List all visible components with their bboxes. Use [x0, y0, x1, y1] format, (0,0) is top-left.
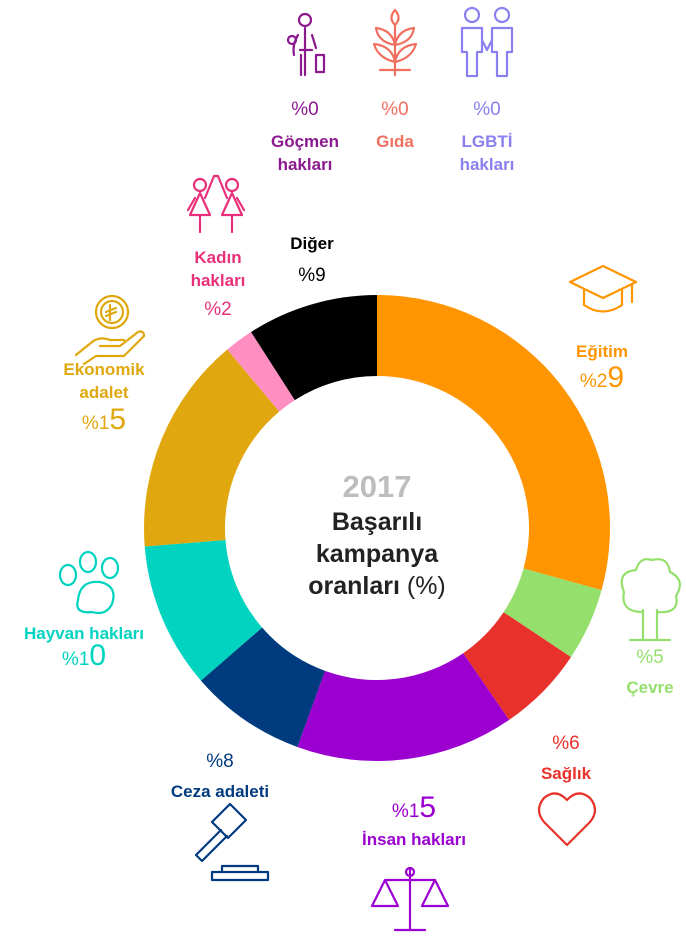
value-label: %15 — [81, 403, 127, 436]
category-label: Sağlık — [540, 764, 592, 783]
category-label: Göçmen hakları — [270, 132, 340, 174]
value-label: %15 — [391, 791, 437, 824]
slice — [503, 568, 602, 658]
icon-paw — [58, 550, 120, 615]
value-label: %5 — [636, 647, 664, 668]
category-label: Gıda — [376, 132, 414, 151]
title-text: Başarılı kampanya oranları — [308, 508, 439, 600]
value-label: %2 — [204, 299, 232, 320]
icon-education — [568, 264, 638, 313]
slice — [200, 627, 326, 747]
slice — [144, 540, 263, 681]
icon-tree — [620, 558, 681, 642]
category-label: Diğer — [290, 234, 334, 253]
value-label: %6 — [552, 733, 580, 754]
slice — [227, 331, 295, 412]
slice — [251, 295, 377, 401]
center-label: 2017 Başarılı kampanya oranları (%) — [287, 468, 467, 602]
category-label: Ceza adaleti — [170, 782, 270, 801]
value-label: %9 — [298, 265, 326, 286]
category-label: Hayvan hakları — [23, 624, 144, 643]
value-label: %0 — [473, 99, 501, 120]
icon-coin-hand — [74, 294, 146, 366]
icon-scales — [370, 866, 450, 932]
category-label: LGBTİ hakları — [459, 132, 515, 174]
category-label: Eğitim — [576, 342, 628, 361]
slice — [297, 653, 510, 761]
category-label: Kadın hakları — [190, 248, 246, 290]
icon-gavel — [194, 802, 270, 882]
value-label: %0 — [291, 99, 319, 120]
value-label: %8 — [206, 751, 234, 772]
icon-couple — [460, 6, 514, 78]
year: 2017 — [342, 469, 412, 504]
icon-heart — [537, 792, 597, 847]
slice — [144, 349, 280, 547]
icon-plant — [372, 8, 418, 77]
category-label: İnsan hakları — [362, 830, 466, 849]
slice — [377, 295, 610, 591]
category-label: Ekonomik adalet — [63, 360, 145, 402]
title: Başarılı kampanya oranları (%) — [287, 506, 467, 602]
icon-migrant — [286, 12, 326, 77]
slice — [463, 612, 571, 720]
icon-women — [186, 174, 246, 234]
value-label: %10 — [61, 639, 107, 672]
value-label: %29 — [579, 361, 625, 394]
value-label: %0 — [381, 99, 409, 120]
title-unit: (%) — [406, 572, 446, 600]
category-label: Çevre — [626, 678, 674, 697]
